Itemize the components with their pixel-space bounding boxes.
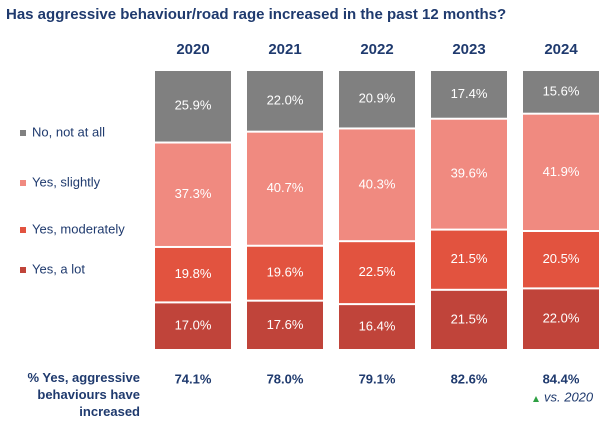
value-label: 39.6% (451, 166, 488, 181)
value-label: 22.0% (267, 92, 304, 107)
value-label: 19.8% (175, 266, 212, 281)
bar-segment (431, 230, 507, 289)
annotation: vs. 2020 (544, 389, 594, 404)
value-label: 22.5% (359, 264, 396, 279)
value-label: 40.3% (359, 176, 396, 191)
bar-segment (431, 71, 507, 118)
x-tick-label: 2021 (268, 41, 301, 58)
value-label: 37.3% (175, 186, 212, 201)
value-label: 15.6% (543, 83, 580, 98)
legend-swatch (20, 227, 26, 233)
total-label: 78.0% (267, 371, 304, 386)
x-tick-label: 2020 (176, 41, 209, 58)
bar-segment (155, 303, 231, 349)
x-tick-label: 2023 (452, 41, 485, 58)
value-label: 21.5% (451, 311, 488, 326)
legend-swatch (20, 180, 26, 186)
up-arrow (533, 396, 539, 402)
bar-segment (523, 232, 599, 288)
bar-segment (431, 119, 507, 229)
value-label: 20.9% (359, 91, 396, 106)
value-label: 19.6% (267, 265, 304, 280)
bar-segment (247, 71, 323, 131)
bar-segment (247, 301, 323, 349)
x-tick-label: 2022 (360, 41, 393, 58)
bar-segment (339, 71, 415, 128)
bar-segment (523, 71, 599, 113)
value-label: 40.7% (267, 180, 304, 195)
bar-segment (339, 305, 415, 349)
x-tick-label: 2024 (544, 41, 578, 58)
bar-segment (155, 71, 231, 142)
bar-segment (339, 242, 415, 304)
legend-label: Yes, slightly (32, 174, 101, 189)
total-label: 74.1% (175, 371, 212, 386)
legend-label: No, not at all (32, 124, 105, 139)
value-label: 17.6% (267, 317, 304, 332)
bar-segment (431, 290, 507, 349)
total-label: 82.6% (451, 371, 488, 386)
bar-segment (339, 129, 415, 241)
value-label: 16.4% (359, 319, 396, 334)
bar-segment (523, 114, 599, 230)
value-label: 21.5% (451, 251, 488, 266)
value-label: 41.9% (543, 164, 580, 179)
value-label: 17.4% (451, 86, 488, 101)
legend-swatch (20, 130, 26, 136)
total-label: 79.1% (359, 371, 396, 386)
legend-label: Yes, a lot (32, 261, 85, 276)
legend-label: Yes, moderately (32, 221, 125, 236)
value-label: 25.9% (175, 98, 212, 113)
chart-title: Has aggressive behaviour/road rage incre… (6, 6, 506, 23)
bar-segment (523, 289, 599, 349)
bar-segment (155, 247, 231, 302)
legend-swatch (20, 267, 26, 273)
bar-segment (247, 132, 323, 245)
value-label: 20.5% (543, 251, 580, 266)
bar-segment (247, 246, 323, 300)
total-label: 84.4% (543, 371, 580, 386)
value-label: 22.0% (543, 311, 580, 326)
totals-label: % Yes, aggressive behaviours have increa… (27, 370, 140, 419)
bar-segment (155, 143, 231, 246)
value-label: 17.0% (175, 318, 212, 333)
